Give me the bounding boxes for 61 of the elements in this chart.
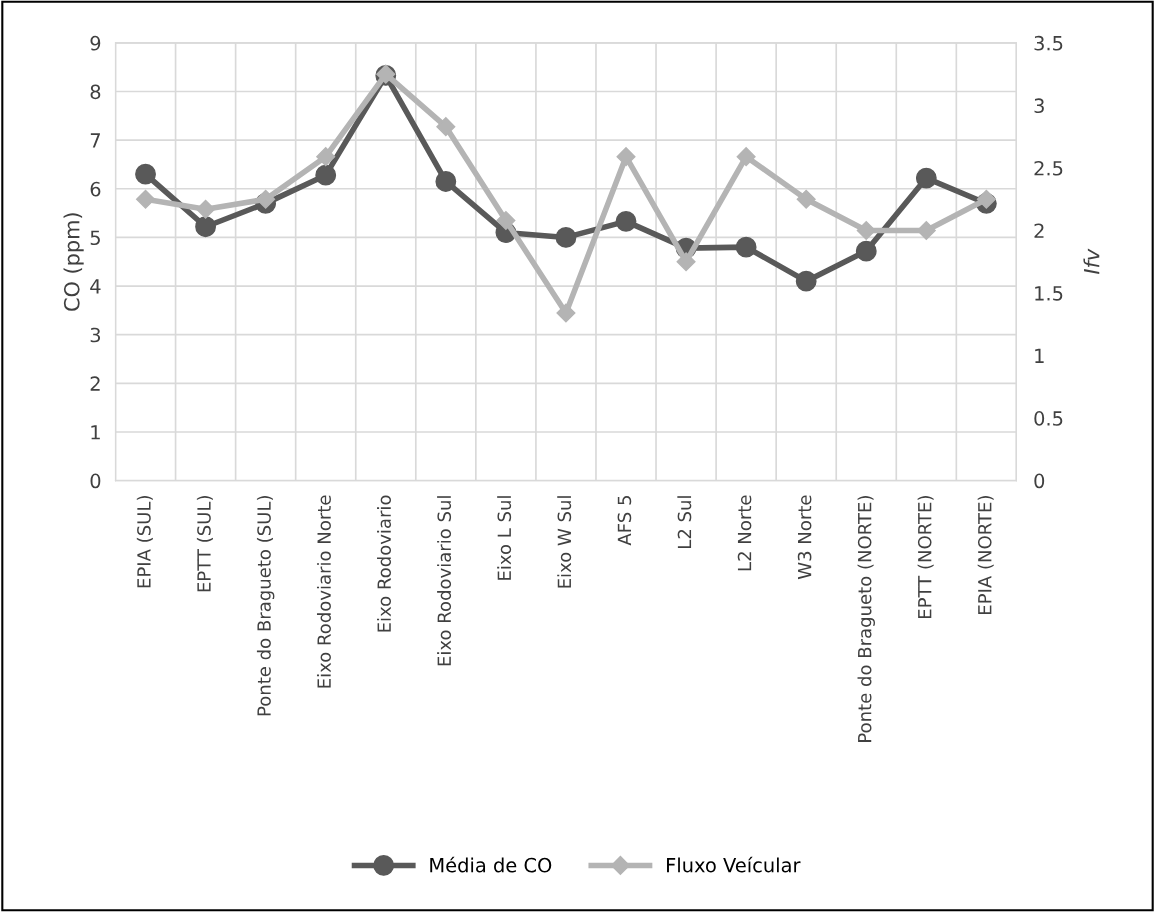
y-tick-label: 6	[90, 181, 101, 197]
y2-tick-label: 1	[1035, 348, 1044, 363]
point	[616, 147, 636, 167]
x-tick-label: L2 Sul	[677, 496, 692, 548]
x-tick-label: EPTT (SUL)	[196, 496, 213, 592]
point	[135, 163, 156, 185]
x-tick-label: W3 Norte	[797, 495, 812, 580]
point	[256, 189, 276, 209]
y-tick-label: 0	[90, 473, 101, 489]
x-tick-label: Eixo W Sul	[557, 496, 572, 588]
x-tick-label: EPIA (SUL)	[136, 496, 153, 588]
x-tick-label: Ponte do Bragueto (NORTE)	[857, 496, 875, 742]
point	[916, 220, 936, 241]
y-tick-label: 1	[91, 425, 100, 440]
x-tick-label: Eixo Rodoviario Sul	[437, 496, 452, 666]
point	[316, 147, 336, 167]
x-tick-label: Eixo L Sul	[497, 496, 512, 580]
point	[735, 236, 757, 258]
y-axis-title: CO (ppm)	[63, 213, 84, 311]
point	[856, 220, 876, 241]
x-tick-label: L2 Norte	[737, 495, 752, 571]
point	[436, 117, 456, 137]
y-tick-label: 2	[90, 376, 100, 391]
x-tick-label: EPIA (NORTE)	[977, 496, 994, 614]
y-tick-label: 7	[90, 133, 100, 148]
point	[556, 303, 576, 323]
legend-label: Fluxo Veícular	[667, 856, 801, 873]
point	[676, 252, 696, 272]
point	[915, 167, 937, 189]
y-tick-label: 5	[90, 230, 100, 246]
y2-tick-label: 2	[1034, 223, 1044, 238]
y2-tick-label: 2.5	[1034, 160, 1063, 176]
x-tick-label: Ponte do Bragueto (SUL)	[256, 496, 275, 716]
point	[555, 227, 577, 248]
y-tick-label: 9	[90, 35, 101, 51]
y2-tick-label: 0.5	[1034, 411, 1063, 426]
point	[496, 210, 516, 231]
y-tick-label: 3	[90, 327, 101, 343]
legend-label: Média de CO	[430, 856, 552, 873]
point	[135, 189, 156, 209]
point	[976, 189, 996, 209]
y-tick-label: 4	[90, 279, 101, 294]
y2-tick-label: 0	[1034, 473, 1045, 489]
point	[795, 270, 817, 292]
y-tick-label: 8	[90, 84, 101, 100]
point	[736, 147, 756, 167]
point	[615, 210, 637, 232]
y2-tick-label: 3.5	[1034, 35, 1063, 51]
x-tick-label: EPTT (NORTE)	[917, 496, 934, 618]
x-tick-label: Eixo Rodoviario	[377, 495, 392, 632]
y2-axis-title: Ifv	[1083, 248, 1100, 275]
point	[796, 189, 816, 209]
point	[315, 164, 337, 186]
x-tick-label: AFS 5	[617, 496, 632, 546]
point	[435, 171, 457, 192]
y2-tick-label: 3	[1034, 98, 1044, 114]
point	[855, 240, 877, 262]
x-tick-label: Eixo Rodoviario Norte	[316, 495, 331, 688]
y2-tick-label: 1.5	[1035, 286, 1063, 301]
point	[196, 199, 216, 219]
point	[195, 216, 217, 238]
